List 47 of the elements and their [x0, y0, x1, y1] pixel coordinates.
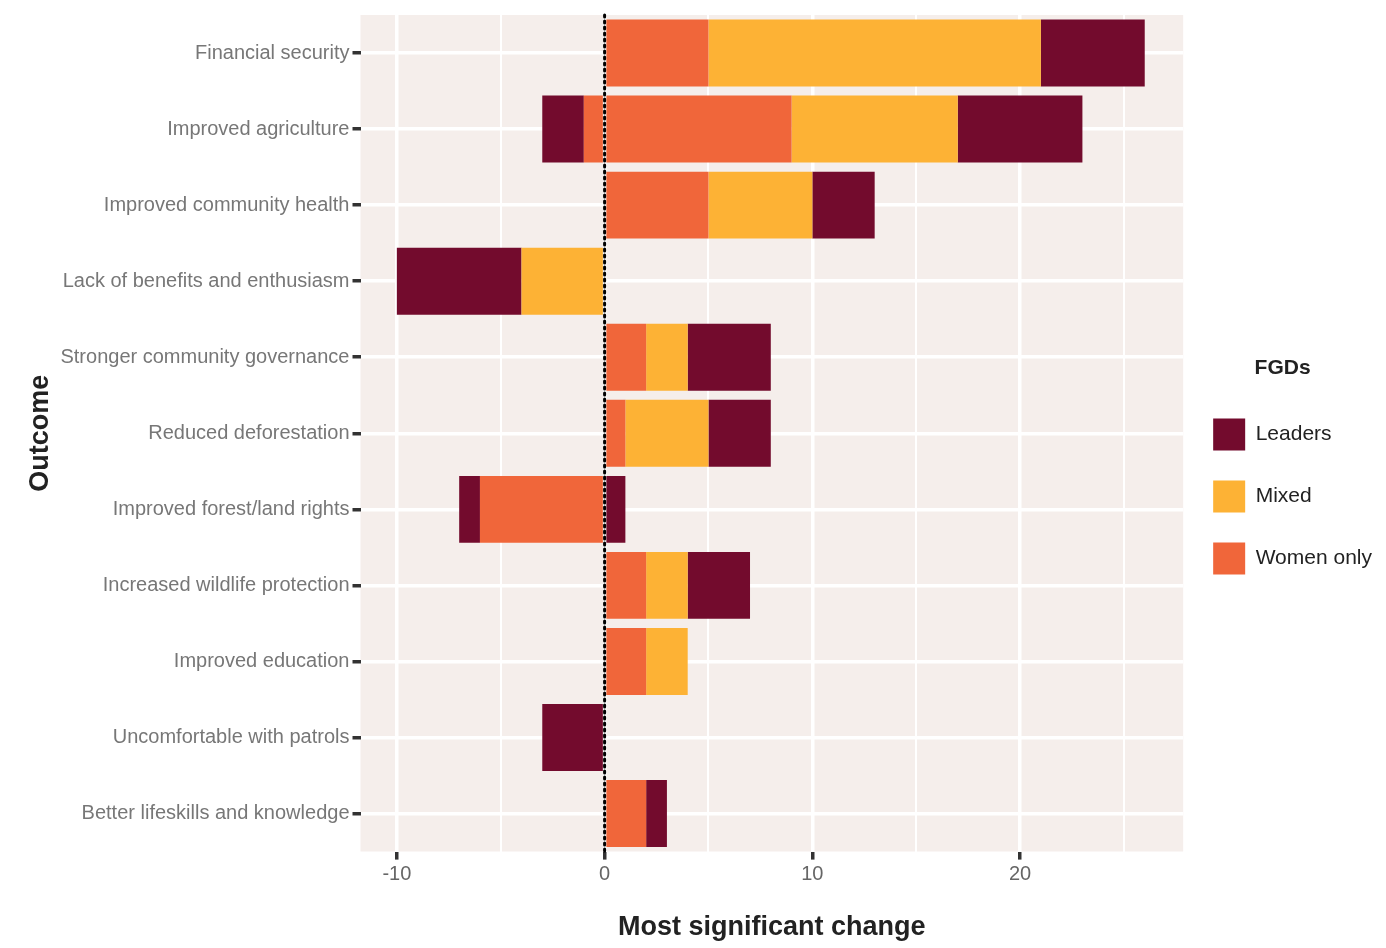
bar — [396, 247, 522, 315]
legend-label: Women only — [1255, 545, 1373, 569]
y-tick-label: Improved forest/land rights — [112, 496, 350, 519]
x-axis-title: Most significant change — [618, 911, 926, 942]
y-tick-label: Improved agriculture — [167, 116, 350, 139]
y-tick-label: Improved community health — [103, 192, 350, 215]
bar — [606, 171, 709, 239]
bar — [606, 475, 626, 543]
y-tick-label: Reduced deforestation — [148, 420, 350, 443]
bar — [1040, 19, 1145, 87]
bar — [708, 399, 771, 467]
y-tick-label: Better lifeskills and knowledge — [81, 801, 350, 824]
bar — [646, 780, 667, 848]
y-tick-label: Financial security — [194, 40, 350, 63]
bar — [646, 628, 688, 695]
legend-title: FGDs — [1254, 354, 1311, 378]
y-tick-label: Lack of benefits and enthusiasm — [62, 268, 350, 291]
legend-label: Mixed — [1255, 483, 1312, 507]
bar — [708, 19, 1041, 87]
bar — [646, 323, 688, 391]
bar — [606, 551, 647, 619]
y-tick-label: Improved education — [173, 648, 350, 671]
bar — [606, 323, 647, 391]
bar — [542, 95, 584, 163]
bar — [646, 551, 688, 619]
y-tick-label: Stronger community governance — [60, 344, 350, 367]
bar — [687, 551, 751, 619]
bar — [708, 171, 813, 239]
bar — [791, 95, 958, 163]
y-axis-title: Outcome — [23, 374, 54, 492]
bar — [606, 19, 709, 87]
bar — [625, 399, 709, 467]
bar — [687, 323, 771, 391]
x-tick-label: 0 — [599, 862, 611, 885]
legend-label: Leaders — [1255, 421, 1332, 445]
bar — [606, 399, 626, 467]
y-tick-label: Increased wildlife protection — [102, 572, 350, 595]
bar — [459, 475, 480, 543]
bar — [606, 780, 647, 848]
x-tick-label: -10 — [382, 862, 412, 885]
bar — [606, 628, 647, 695]
bar — [606, 95, 792, 163]
y-tick-label: Uncomfortable with patrols — [112, 725, 350, 748]
bar — [957, 95, 1083, 163]
x-tick-label: 10 — [801, 862, 824, 885]
bar — [812, 171, 875, 239]
x-tick-label: 20 — [1008, 862, 1032, 885]
